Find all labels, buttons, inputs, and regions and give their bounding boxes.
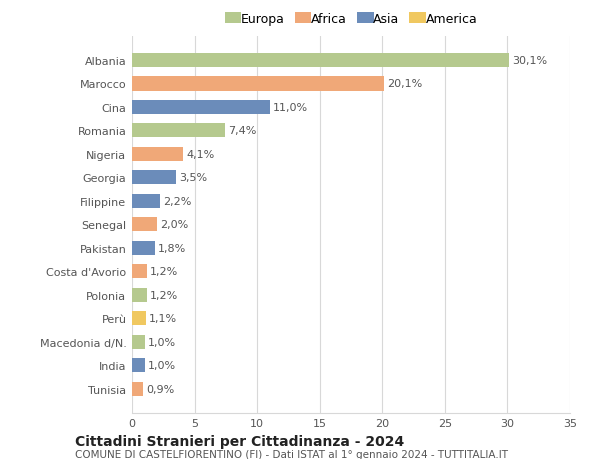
Bar	[132, 77, 383, 91]
Bar	[132, 335, 145, 349]
Text: 1,0%: 1,0%	[148, 337, 176, 347]
Text: 11,0%: 11,0%	[273, 103, 308, 113]
Bar	[132, 54, 509, 68]
Bar	[132, 241, 155, 255]
Bar	[132, 148, 184, 162]
Text: 1,0%: 1,0%	[148, 360, 176, 370]
Bar	[132, 288, 147, 302]
Text: 20,1%: 20,1%	[386, 79, 422, 90]
Text: 2,0%: 2,0%	[160, 220, 188, 230]
Bar	[132, 218, 157, 232]
Text: 1,2%: 1,2%	[150, 267, 178, 277]
Text: 1,2%: 1,2%	[150, 290, 178, 300]
Text: 3,5%: 3,5%	[179, 173, 207, 183]
Text: COMUNE DI CASTELFIORENTINO (FI) - Dati ISTAT al 1° gennaio 2024 - TUTTITALIA.IT: COMUNE DI CASTELFIORENTINO (FI) - Dati I…	[75, 449, 508, 459]
Bar	[132, 265, 147, 279]
Text: 30,1%: 30,1%	[512, 56, 547, 66]
Text: 1,8%: 1,8%	[158, 243, 186, 253]
Text: 7,4%: 7,4%	[228, 126, 256, 136]
Text: Cittadini Stranieri per Cittadinanza - 2024: Cittadini Stranieri per Cittadinanza - 2…	[75, 434, 404, 448]
Bar	[132, 171, 176, 185]
Text: 0,9%: 0,9%	[146, 384, 175, 394]
Bar	[132, 101, 269, 115]
Bar	[132, 358, 145, 373]
Legend: Europa, Africa, Asia, America: Europa, Africa, Asia, America	[222, 11, 480, 29]
Text: 4,1%: 4,1%	[187, 150, 215, 160]
Bar	[132, 124, 224, 138]
Text: 1,1%: 1,1%	[149, 313, 177, 324]
Bar	[132, 312, 146, 326]
Bar	[132, 195, 160, 208]
Bar	[132, 382, 143, 396]
Text: 2,2%: 2,2%	[163, 196, 191, 207]
